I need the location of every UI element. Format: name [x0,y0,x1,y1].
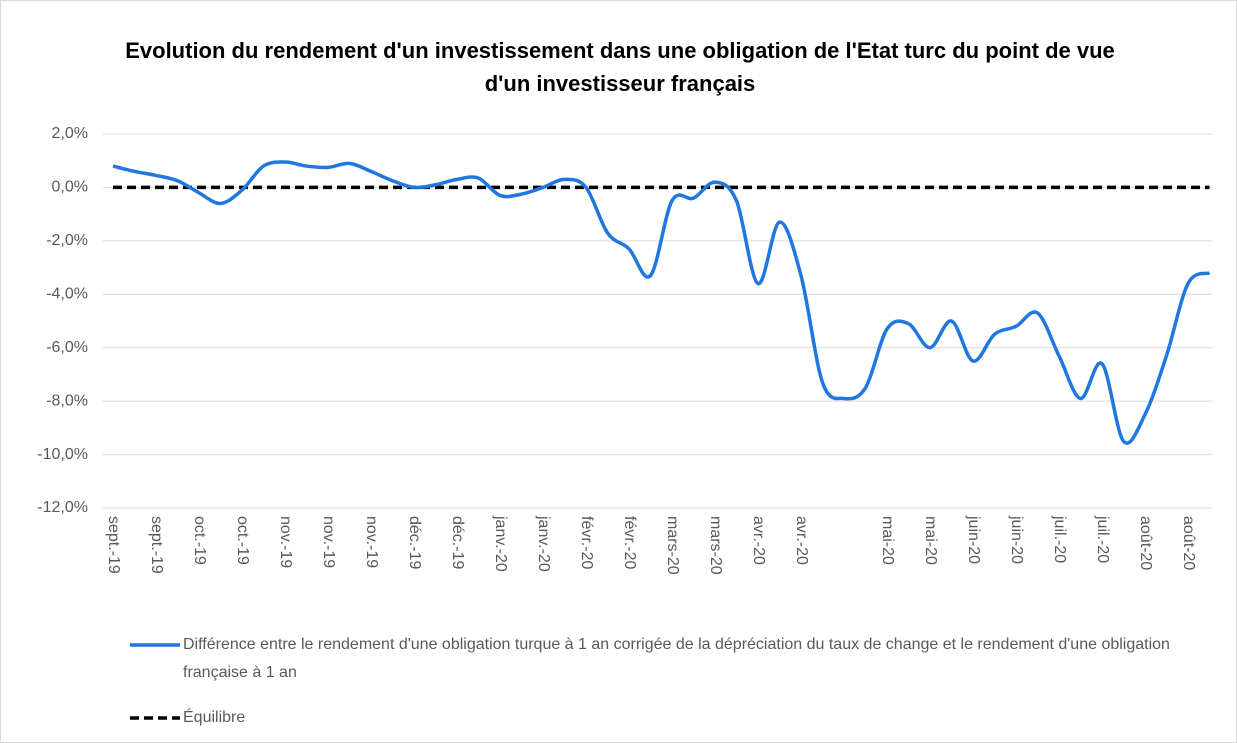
x-tick-label: nov.-19 [277,516,294,568]
x-tick-label: mai-20 [922,516,939,565]
legend-label: Différence entre le rendement d'une obli… [183,636,1170,681]
y-tick-label: 0,0% [52,179,88,196]
y-tick-label: -4,0% [46,286,88,303]
y-tick-label: -10,0% [37,446,88,463]
x-tick-label: janv.-20 [492,515,509,572]
series-line [112,160,1211,445]
x-tick-label: mars-20 [707,516,724,575]
x-tick-label: mai-20 [879,516,896,565]
x-tick-label: nov.-19 [320,516,337,568]
x-tick-label: juil.-20 [1094,515,1111,563]
x-tick-label: juin-20 [1008,515,1025,564]
x-tick-label: juil.-20 [1051,515,1068,563]
x-tick-label: août-20 [1180,516,1197,570]
x-tick-label: oct.-19 [191,516,208,565]
x-tick-label: déc.-19 [406,516,423,569]
x-tick-label: déc.-19 [449,516,466,569]
x-tick-label: mars-20 [664,516,681,575]
y-tick-label: -12,0% [37,499,88,516]
x-tick-label: juin-20 [965,515,982,564]
title-box: Evolution du rendement d'un investisseme… [125,38,1115,96]
legend-label: Équilibre [183,709,246,726]
x-tick-label: sept.-19 [148,516,165,574]
x-tick-label: févr.-20 [621,516,638,569]
x-tick-label: avr.-20 [750,516,767,565]
x-tick-label: oct.-19 [234,516,251,565]
x-tick-label: nov.-19 [363,516,380,568]
x-tick-label: janv.-20 [535,515,552,572]
y-tick-label: -6,0% [46,339,88,356]
x-tick-label: févr.-20 [578,516,595,569]
x-tick-label: avr.-20 [793,516,810,565]
x-tick-label: sept.-19 [105,516,122,574]
x-tick-label: août-20 [1137,516,1154,570]
y-tick-label: -2,0% [46,232,88,249]
y-tick-label: 2,0% [52,125,88,142]
chart-title: Evolution du rendement d'un investisseme… [125,38,1115,96]
y-tick-label: -8,0% [46,392,88,409]
